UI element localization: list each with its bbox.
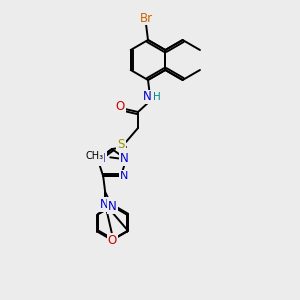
Text: N: N (100, 198, 109, 211)
Text: N: N (120, 171, 128, 181)
Text: N: N (108, 200, 117, 213)
Text: Br: Br (140, 11, 153, 25)
Text: N: N (120, 152, 129, 165)
Text: O: O (108, 234, 117, 247)
Text: O: O (116, 100, 124, 113)
Text: CH₃: CH₃ (85, 152, 103, 161)
Text: N: N (98, 152, 106, 165)
Text: S: S (117, 137, 125, 151)
Text: H: H (153, 92, 161, 102)
Text: N: N (142, 91, 152, 103)
